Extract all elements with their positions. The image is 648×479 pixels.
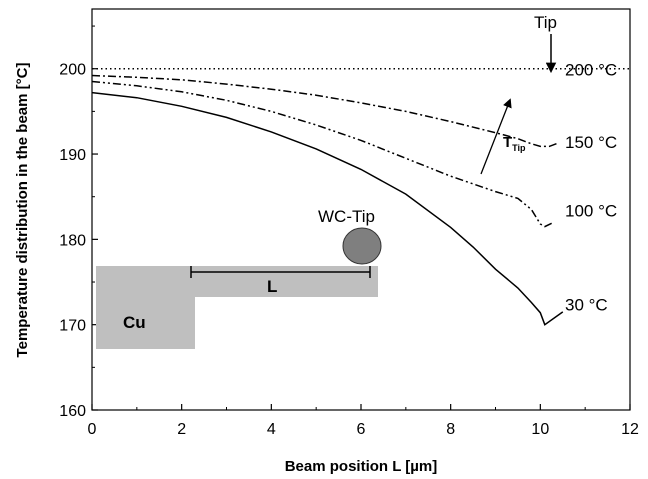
series-label: 30 °C <box>565 295 608 314</box>
t-tip-label: TTip <box>503 134 526 153</box>
series-label: 100 °C <box>565 202 617 221</box>
length-label: L <box>267 277 277 296</box>
y-tick-label: 170 <box>59 318 86 335</box>
series-label: 200 °C <box>565 61 617 80</box>
series-labels: 200 °C 150 °C 100 °C 30 °C <box>565 61 617 315</box>
y-axis-title: Temperature distribution in the beam [°C… <box>14 63 31 358</box>
x-tick-label: 4 <box>267 421 276 438</box>
tip-label: Tip <box>534 13 557 32</box>
y-axis-ticks: 160 170 180 190 200 <box>59 25 98 420</box>
copper-substrate-shape <box>96 266 378 349</box>
series-line-150c <box>91 74 559 148</box>
y-tick-label: 190 <box>59 147 86 164</box>
x-tick-label: 2 <box>177 421 186 438</box>
series-label: 150 °C <box>565 133 617 152</box>
beam-sketch: Cu L WC-Tip <box>96 207 382 349</box>
y-tick-label: 180 <box>59 232 86 249</box>
x-tick-label: 8 <box>446 421 455 438</box>
x-tick-label: 10 <box>531 421 549 438</box>
t-tip-subscript: Tip <box>512 143 526 153</box>
y-tick-label: 200 <box>59 62 86 79</box>
series-line-30c <box>91 91 564 326</box>
x-tick-label: 6 <box>357 421 366 438</box>
x-tick-label: 12 <box>621 421 639 438</box>
x-axis-title: Beam position L [µm] <box>285 458 438 475</box>
x-axis-ticks: 0 2 4 6 8 10 12 <box>88 404 639 438</box>
wc-tip-label: WC-Tip <box>318 207 375 226</box>
y-tick-label: 160 <box>59 403 86 420</box>
wc-tip-shape <box>342 227 382 265</box>
copper-label: Cu <box>123 313 146 332</box>
temperature-increase-arrow <box>480 98 512 175</box>
t-tip-main: T <box>503 134 512 151</box>
x-tick-label: 0 <box>88 421 97 438</box>
series-layer <box>91 67 630 326</box>
series-line-100c <box>91 80 555 228</box>
